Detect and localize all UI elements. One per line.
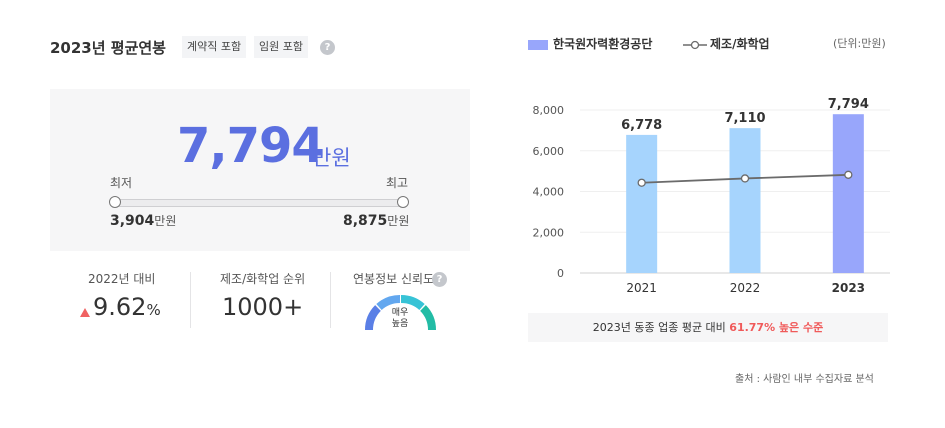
- min-salary-unit: 만원: [154, 214, 177, 228]
- data-label: 6,778: [621, 118, 662, 133]
- range-max-knob: [397, 196, 409, 208]
- comparison-highlight: 61.77% 높은 수준: [729, 321, 824, 334]
- min-salary-value: 3,904: [110, 213, 155, 229]
- increase-arrow-icon: [80, 308, 90, 317]
- max-salary: 8,875만원: [343, 212, 409, 229]
- line-point: [740, 174, 750, 183]
- source-note: 출처 : 사람인 내부 수집자료 분석: [735, 374, 874, 385]
- yoy-percent: %: [146, 301, 161, 319]
- max-salary-value: 8,875: [343, 213, 388, 229]
- unit-note: (단위:만원): [833, 37, 886, 50]
- average-salary-value: 7,794: [177, 118, 325, 174]
- data-label: 7,794: [828, 97, 869, 112]
- legend-industry-label: 제조/화학업: [710, 37, 770, 51]
- stat-yoy-label: 2022년 대비: [88, 272, 156, 286]
- x-tick-label: 2022: [730, 281, 761, 295]
- stat-rank-label: 제조/화학업 순위: [220, 272, 306, 286]
- gauge-segment: [419, 305, 437, 331]
- data-label: 7,110: [724, 111, 765, 126]
- stat-reliability-label: 연봉정보 신뢰도: [353, 272, 435, 286]
- salary-range-bar: [115, 199, 407, 207]
- legend-company-label: 한국원자력환경공단: [553, 37, 653, 51]
- x-tick-label: 2021: [626, 281, 657, 295]
- gauge-segment: [364, 305, 382, 331]
- comparison-prefix: 2023년 동종 업종 평균 대비: [592, 321, 726, 334]
- gauge-segment: [376, 294, 401, 311]
- max-salary-unit: 만원: [387, 214, 410, 228]
- comparison-bar: 2023년 동종 업종 평균 대비 61.77% 높은 수준: [528, 313, 888, 342]
- gauge-segment: [400, 294, 425, 311]
- bar: [832, 114, 864, 273]
- bar: [626, 134, 658, 273]
- stat-divider: [190, 272, 191, 328]
- page-title: 2023년 평균연봉: [50, 39, 166, 57]
- max-label: 최고: [386, 176, 409, 190]
- stat-rank-value: 1000+: [222, 293, 304, 321]
- legend-industry-line-icon: [683, 40, 707, 50]
- gauge-text-1: 매우: [392, 307, 409, 318]
- salary-chart: 0 2,000 4,000 6,000 8,000 6,778 7,110 7,794 2021…: [533, 97, 890, 295]
- chip-contract-included[interactable]: 계약직 포함: [182, 36, 247, 58]
- range-min-knob: [109, 196, 121, 208]
- y-tick-label: 6,000: [533, 145, 565, 158]
- reliability-gauge: 매우 높음: [364, 294, 437, 331]
- legend-company-swatch: [528, 40, 548, 50]
- stat-yoy-value: 9.62%: [93, 293, 161, 321]
- yoy-number: 9.62: [93, 293, 147, 321]
- average-salary-card: [50, 89, 470, 251]
- min-label: 최저: [110, 176, 133, 190]
- help-icon[interactable]: ?: [320, 40, 335, 55]
- min-salary: 3,904만원: [110, 212, 176, 229]
- line-point: [637, 178, 646, 187]
- reliability-help-icon[interactable]: ?: [432, 272, 447, 287]
- y-tick-label: 4,000: [533, 186, 565, 199]
- y-tick-label: 0: [557, 267, 564, 280]
- stat-divider: [330, 272, 331, 328]
- gauge-text-2: 높음: [392, 318, 409, 329]
- line-point: [844, 170, 853, 179]
- y-tick-label: 2,000: [533, 226, 565, 239]
- average-salary-unit: 만원: [312, 146, 351, 170]
- bar: [729, 128, 761, 273]
- chip-executive-included[interactable]: 임원 포함: [254, 36, 308, 58]
- y-tick-label: 8,000: [533, 104, 565, 117]
- x-tick-label: 2023: [832, 281, 865, 295]
